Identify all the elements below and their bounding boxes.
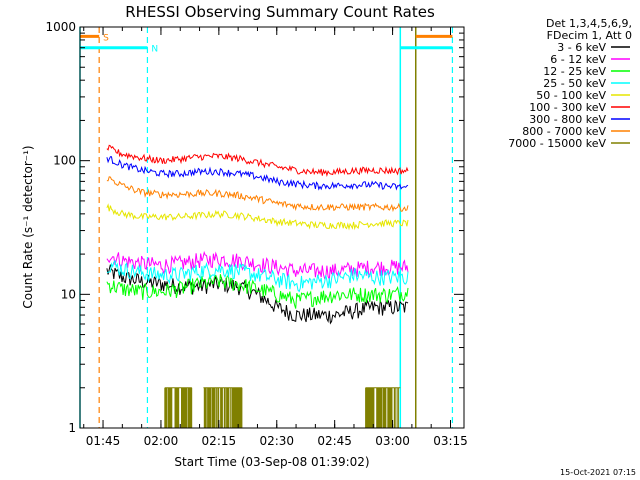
x-tick-label-0: 01:45	[86, 434, 121, 448]
series-line-6	[106, 156, 409, 191]
legend-label-1: 6 - 12 keV	[550, 53, 606, 66]
y-axis-label: Count Rate (s⁻¹ detector⁻¹)	[21, 145, 35, 308]
x-axis-label: Start Time (03-Sep-08 01:39:02)	[174, 455, 369, 469]
spike-group-0	[164, 387, 193, 428]
x-tick-label-1: 02:00	[144, 434, 179, 448]
x-tick-label-5: 03:00	[375, 434, 410, 448]
x-tick-label-3: 02:30	[259, 434, 294, 448]
legend-label-5: 100 - 300 keV	[529, 101, 606, 114]
series-line-5	[106, 144, 409, 178]
marker-label-N: N	[151, 45, 158, 55]
chart-title: RHESSI Observing Summary Count Rates	[125, 3, 435, 21]
legend-label-2: 12 - 25 keV	[543, 65, 606, 78]
marker-label-S: S	[103, 33, 109, 43]
legend-header-line-1: Det 1,3,4,5,6,9,	[546, 17, 632, 30]
y-tick-label-3: 1000	[45, 20, 76, 34]
x-tick-label-4: 02:45	[317, 434, 352, 448]
legend-label-8: 7000 - 15000 keV	[508, 137, 606, 150]
series-line-7	[106, 176, 409, 213]
series-line-1	[106, 250, 409, 280]
legend-label-0: 3 - 6 keV	[557, 41, 606, 54]
legend-label-3: 25 - 50 keV	[543, 77, 606, 90]
plot-frame	[79, 26, 465, 429]
legend-label-4: 50 - 100 keV	[536, 89, 606, 102]
legend-label-6: 300 - 800 keV	[529, 113, 606, 126]
x-tick-label-6: 03:15	[433, 434, 468, 448]
series-line-2	[106, 273, 409, 309]
spike-group-1	[203, 387, 243, 428]
y-tick-label-0: 1	[68, 421, 76, 435]
series-line-3	[106, 259, 409, 293]
y-tick-label-1: 10	[61, 287, 76, 301]
legend-label-7: 800 - 7000 keV	[522, 125, 606, 138]
series-line-4	[106, 203, 409, 231]
legend-header-line-2: FDecim 1, Att 0	[547, 29, 632, 42]
x-tick-label-2: 02:15	[202, 434, 237, 448]
spike-group-2	[365, 387, 399, 428]
legend-header: Det 1,3,4,5,6,9, FDecim 1, Att 0	[546, 17, 632, 42]
y-tick-label-2: 100	[53, 154, 76, 168]
footer-timestamp: 15-Oct-2021 07:15	[560, 468, 636, 477]
